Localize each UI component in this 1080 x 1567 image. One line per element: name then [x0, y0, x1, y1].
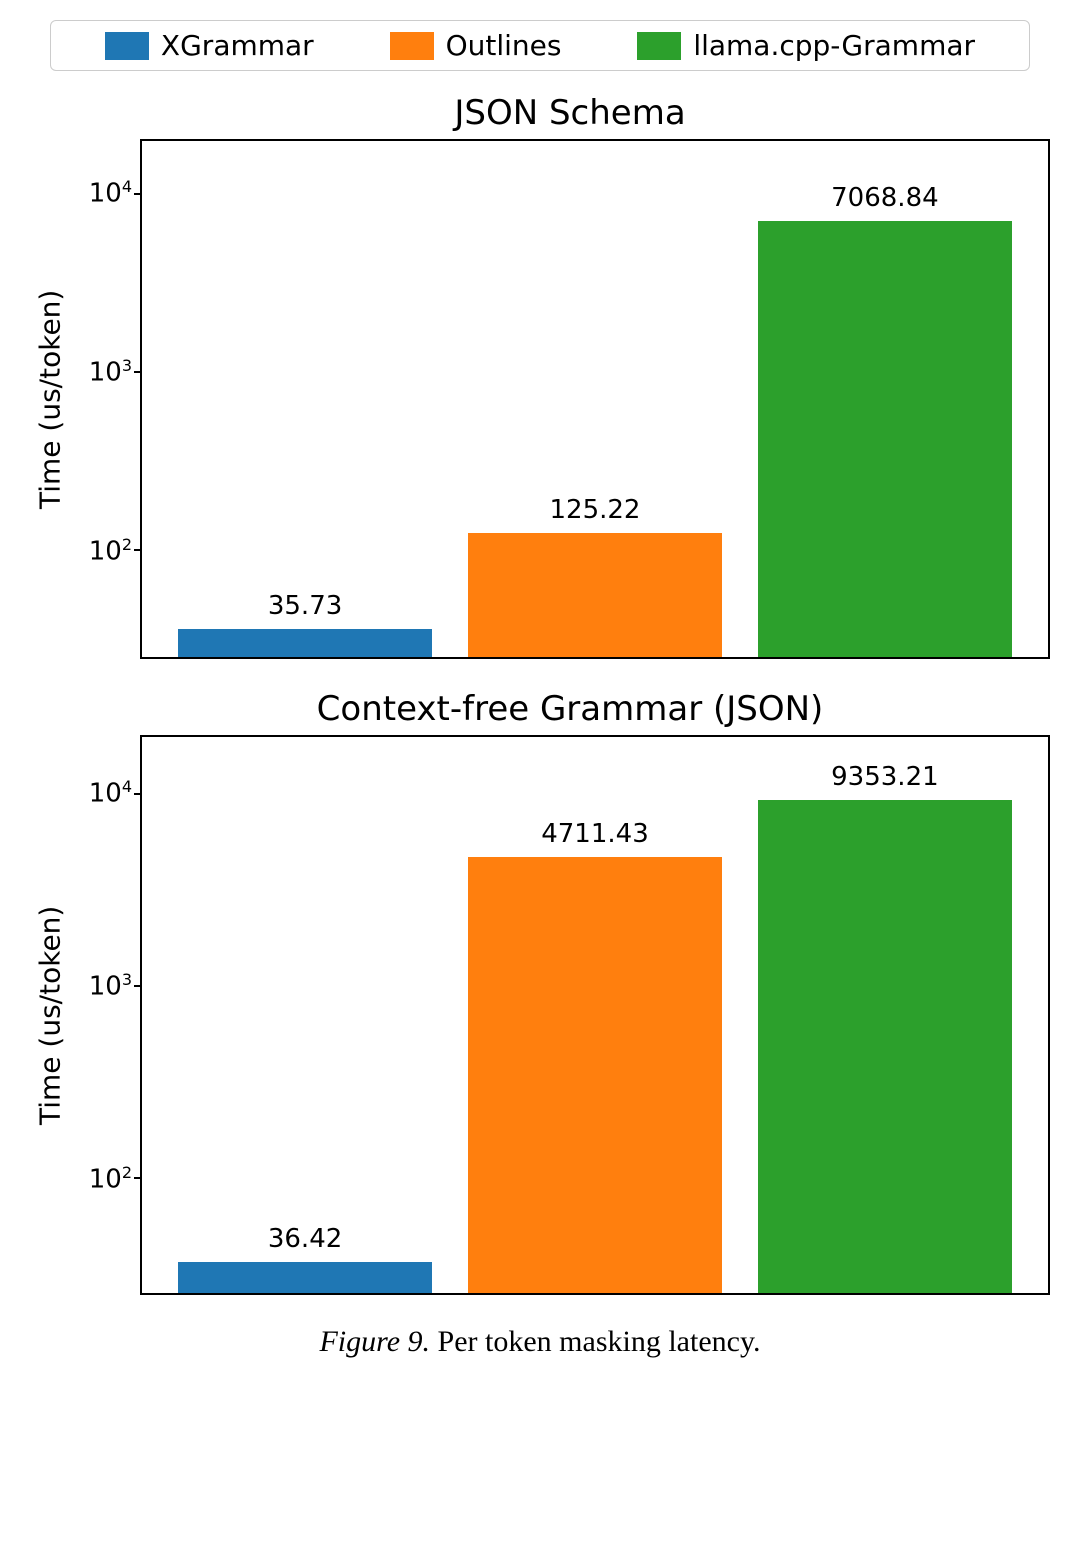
caption-prefix: Figure 9.: [319, 1325, 430, 1358]
bar: 9353.21: [758, 800, 1012, 1293]
y-tick-label: 103: [89, 356, 132, 388]
bar-value-label: 4711.43: [468, 819, 722, 849]
bar-value-label: 36.42: [178, 1224, 432, 1254]
y-axis-label: Time (us/token): [30, 735, 70, 1295]
figure-container: XGrammar Outlines llama.cpp-Grammar JSON…: [0, 0, 1080, 1389]
bar-value-label: 9353.21: [758, 762, 1012, 792]
bar: 7068.84: [758, 221, 1012, 657]
figure-caption: Figure 9. Per token masking latency.: [30, 1325, 1050, 1359]
bar-value-label: 35.73: [178, 591, 432, 621]
panel-title: Context-free Grammar (JSON): [90, 689, 1050, 729]
legend-item: Outlines: [390, 29, 562, 62]
chart-panel: Context-free Grammar (JSON) Time (us/toke…: [30, 689, 1050, 1295]
y-tick-label: 104: [89, 777, 132, 809]
legend-box: XGrammar Outlines llama.cpp-Grammar: [50, 20, 1030, 71]
y-tick-mark: [134, 1177, 142, 1179]
y-ticks: 102 103 104: [70, 735, 140, 1295]
y-tick-mark: [134, 371, 142, 373]
legend-label: llama.cpp-Grammar: [693, 29, 975, 62]
y-tick-label: 104: [89, 177, 132, 209]
chart-panel: JSON SchemaTime (us/token)10210310435.73…: [30, 93, 1050, 659]
bar-value-label: 7068.84: [758, 183, 1012, 213]
plot-area: 35.73 125.22 7068.84: [140, 139, 1050, 659]
legend-item: llama.cpp-Grammar: [637, 29, 975, 62]
y-tick-mark: [134, 985, 142, 987]
legend-label: Outlines: [446, 29, 562, 62]
y-tick-label: 103: [89, 970, 132, 1002]
legend-swatch: [390, 32, 434, 60]
legend-item: XGrammar: [105, 29, 314, 62]
y-ticks: 102 103 104: [70, 139, 140, 659]
plot-area: 36.424711.439353.21: [140, 735, 1050, 1295]
y-tick-mark: [134, 793, 142, 795]
y-tick-mark: [134, 193, 142, 195]
y-tick-mark: [134, 549, 142, 551]
bar: 125.22: [468, 533, 722, 657]
y-axis-label: Time (us/token): [30, 139, 70, 659]
bar: 36.42: [178, 1262, 432, 1293]
panel-title: JSON Schema: [90, 93, 1050, 133]
bar-value-label: 125.22: [468, 495, 722, 525]
legend-swatch: [105, 32, 149, 60]
caption-text: Per token masking latency.: [430, 1325, 760, 1358]
y-tick-label: 102: [89, 1163, 132, 1195]
y-tick-label: 102: [89, 535, 132, 567]
bar: 35.73: [178, 629, 432, 657]
legend-label: XGrammar: [161, 29, 314, 62]
bar: 4711.43: [468, 857, 722, 1293]
legend-swatch: [637, 32, 681, 60]
